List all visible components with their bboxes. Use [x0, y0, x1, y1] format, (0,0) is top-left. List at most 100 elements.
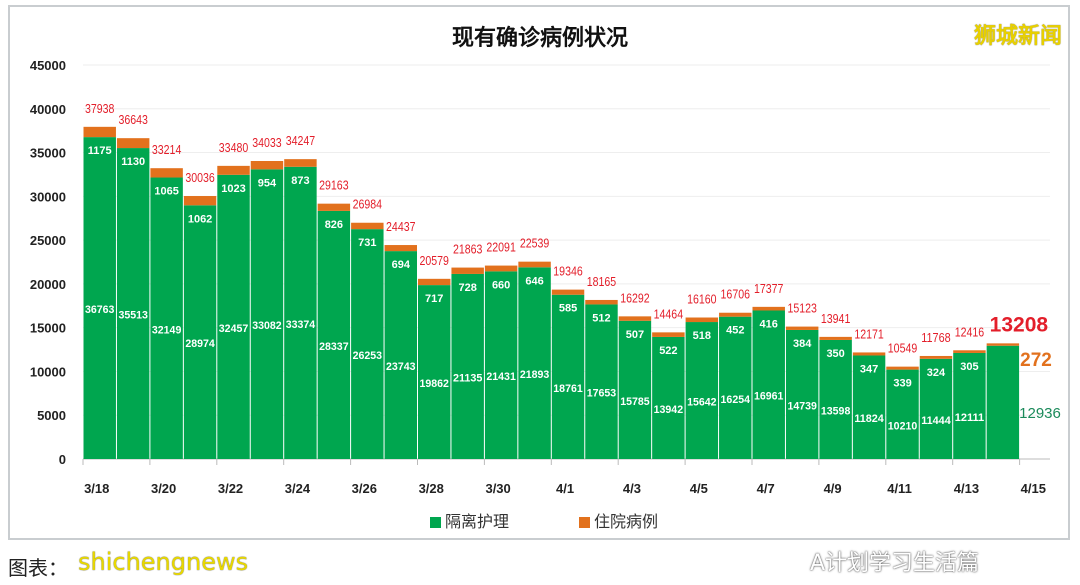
total-label: 34033 [252, 135, 281, 150]
total-label: 21863 [453, 242, 482, 257]
hospital-label: 416 [760, 318, 778, 330]
isolation-label: 17653 [587, 388, 616, 400]
bar-isolation [183, 205, 217, 459]
isolation-label: 36763 [85, 304, 114, 316]
credit: 图表： [8, 556, 68, 580]
bar-hospital [652, 332, 685, 337]
legend-item-isolation: 隔离护理 [430, 508, 509, 532]
y-tick-label: 5000 [37, 408, 66, 423]
bar-isolation [284, 166, 317, 459]
x-tick-label: 3/28 [419, 481, 444, 496]
hospital-label: 1065 [154, 186, 178, 198]
y-tick-label: 25000 [30, 233, 66, 248]
bar-isolation [317, 210, 351, 459]
total-label: 26984 [353, 197, 382, 212]
watermark-bottom: shichengnews [78, 548, 249, 576]
bar-hospital [183, 196, 217, 206]
y-tick-label: 0 [59, 452, 66, 467]
bar-isolation [919, 358, 953, 459]
isolation-label: 12936 [1019, 405, 1061, 422]
bar-isolation [719, 316, 752, 459]
total-label: 14464 [654, 306, 683, 321]
isolation-label: 10210 [888, 420, 917, 432]
total-label: 12416 [955, 324, 984, 339]
y-tick-label: 35000 [30, 146, 66, 161]
total-label: 17377 [754, 281, 783, 296]
bar-hospital [384, 245, 417, 252]
bar-hospital [250, 160, 284, 170]
total-label: 13208 [990, 313, 1049, 336]
isolation-label: 13598 [821, 405, 850, 417]
hospital-label: 1175 [88, 145, 112, 157]
total-label: 11768 [921, 330, 950, 345]
isolation-label: 13942 [654, 404, 683, 416]
hospital-label: 350 [826, 348, 844, 360]
isolation-label: 11824 [854, 413, 884, 425]
total-label: 24437 [386, 219, 415, 234]
total-label: 16292 [620, 290, 649, 305]
legend-item-hospital: 住院病例 [579, 508, 658, 532]
bar-hospital [484, 265, 518, 272]
bar-isolation [886, 369, 919, 459]
hospital-label: 522 [659, 345, 677, 357]
bar-hospital [852, 352, 886, 356]
total-label: 22539 [520, 236, 549, 251]
total-label: 16706 [721, 287, 750, 302]
bar-hospital [919, 355, 953, 359]
isolation-label: 28974 [185, 338, 215, 350]
watermark-top: 狮城新闻 [973, 24, 1062, 49]
total-label: 15123 [787, 301, 816, 316]
hospital-label: 1130 [121, 156, 145, 168]
bar-hospital [217, 165, 250, 175]
total-label: 30036 [185, 170, 214, 185]
legend-swatch [579, 517, 591, 528]
isolation-label: 33082 [252, 320, 281, 332]
hospital-label: 873 [291, 175, 309, 187]
isolation-label: 11444 [921, 415, 951, 427]
hospital-label: 585 [559, 303, 577, 315]
x-tick-label: 4/9 [824, 481, 842, 496]
hospital-label: 512 [592, 312, 610, 324]
bar-hospital [819, 336, 852, 340]
bar-isolation [351, 229, 384, 459]
x-tick-label: 3/22 [218, 481, 243, 496]
legend: 隔离护理 住院病例 [430, 508, 658, 532]
total-label: 29163 [319, 178, 348, 193]
isolation-label: 28337 [319, 341, 348, 353]
isolation-label: 32457 [219, 323, 248, 335]
bar-hospital [685, 317, 719, 323]
total-label: 33480 [219, 140, 248, 155]
hospital-label: 728 [458, 282, 476, 294]
total-label: 20579 [420, 253, 449, 268]
legend-label: 住院病例 [594, 512, 659, 531]
hospital-label: 518 [693, 330, 711, 342]
bar-hospital [953, 350, 986, 353]
hospital-label: 324 [927, 367, 946, 379]
hospital-label: 507 [626, 329, 644, 341]
isolation-label: 12111 [955, 412, 984, 424]
x-tick-label: 4/13 [954, 481, 979, 496]
y-tick-label: 40000 [30, 102, 66, 117]
hospital-label: 347 [860, 363, 878, 375]
x-tick-label: 3/26 [352, 481, 377, 496]
bar-isolation [986, 345, 1020, 459]
total-label: 12171 [854, 326, 883, 341]
bar-isolation [384, 251, 417, 459]
hospital-label: 305 [960, 361, 978, 373]
bar-hospital [551, 289, 585, 295]
isolation-label: 23743 [386, 361, 415, 373]
bar-isolation [518, 267, 551, 459]
bar-hospital [150, 168, 183, 178]
bar-isolation [852, 355, 886, 459]
x-tick-label: 4/11 [887, 481, 912, 496]
bar-hospital [116, 138, 150, 149]
isolation-label: 14739 [787, 400, 816, 412]
x-tick-label: 3/20 [151, 481, 176, 496]
bar-isolation [585, 304, 618, 459]
bar-hospital [618, 316, 652, 321]
legend-label: 隔离护理 [445, 512, 510, 531]
y-tick-label: 10000 [30, 364, 66, 379]
bar-isolation [418, 285, 451, 459]
hospital-label: 272 [1020, 350, 1052, 371]
